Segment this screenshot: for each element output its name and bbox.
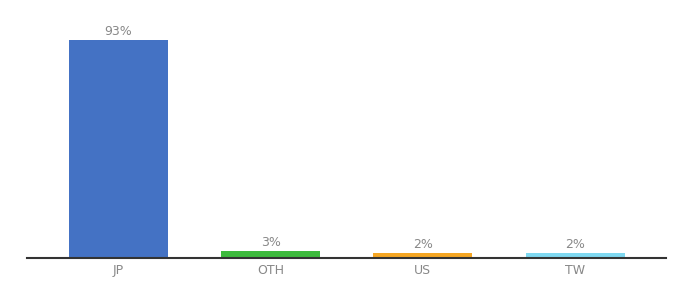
Bar: [526, 253, 624, 258]
Bar: [373, 253, 473, 258]
Text: 93%: 93%: [105, 25, 133, 38]
Bar: [69, 40, 168, 258]
Text: 2%: 2%: [413, 238, 433, 251]
Bar: [221, 251, 320, 258]
Text: 3%: 3%: [260, 236, 281, 249]
Text: 2%: 2%: [565, 238, 585, 251]
